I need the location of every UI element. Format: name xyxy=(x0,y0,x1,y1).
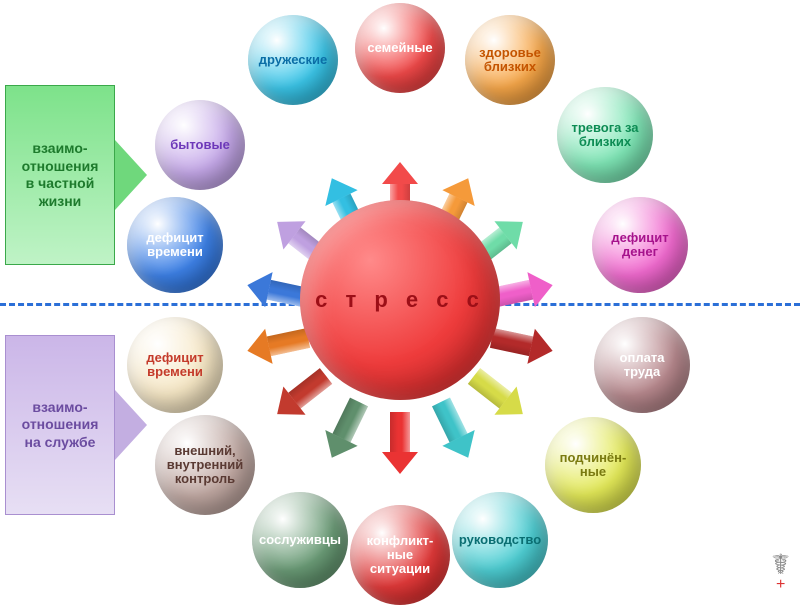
bubble-colleagues: сослуживцы xyxy=(252,492,348,588)
bubble-pay: оплататруда xyxy=(594,317,690,413)
bubble-control: внешний,внутреннийконтроль xyxy=(155,415,255,515)
bubble-label-family: семейные xyxy=(367,41,432,55)
bubble-anxiety: тревога заблизких xyxy=(557,87,653,183)
bubble-label-colleagues: сослуживцы xyxy=(259,533,341,547)
center-bubble: с т р е с с xyxy=(300,200,500,400)
bubble-family: семейные xyxy=(355,3,445,93)
radial-arrow-9 xyxy=(463,362,534,429)
bubble-subord: подчинён-ные xyxy=(545,417,641,513)
bubble-label-time2: дефицитвремени xyxy=(146,351,203,380)
bubble-label-health: здоровьеблизких xyxy=(479,46,541,75)
radial-arrow-8 xyxy=(244,320,312,368)
side-arrow-personal xyxy=(115,140,147,210)
bubble-label-anxiety: тревога заблизких xyxy=(571,121,638,150)
center-label: с т р е с с xyxy=(315,287,485,313)
bubble-label-mgmt: руководство xyxy=(459,533,541,547)
bubble-label-control: внешний,внутреннийконтроль xyxy=(167,444,243,487)
bubble-health: здоровьеблизких xyxy=(465,15,555,105)
radial-arrow-10 xyxy=(266,362,337,429)
bubble-mgmt: руководство xyxy=(452,492,548,588)
corner-logo: ☤+ xyxy=(771,552,790,592)
logo-glyph: ☤ xyxy=(771,552,790,577)
bubble-label-pay: оплататруда xyxy=(620,351,665,380)
radial-arrow-12 xyxy=(315,395,375,467)
bubble-household: бытовые xyxy=(155,100,245,190)
bubble-friends: дружеские xyxy=(248,15,338,105)
bubble-conflicts: конфликт-ныеситуации xyxy=(350,505,450,605)
radial-arrow-11 xyxy=(425,395,485,467)
bubble-money: дефицитденег xyxy=(592,197,688,293)
bubble-label-conflicts: конфликт-ныеситуации xyxy=(367,534,434,577)
bubble-label-household: бытовые xyxy=(170,138,230,152)
radial-arrow-13 xyxy=(382,412,418,474)
bubble-time1: дефицитвремени xyxy=(127,197,223,293)
side-box-work: взаимо-отношенияна службе xyxy=(5,335,115,515)
bubble-label-friends: дружеские xyxy=(259,53,327,67)
bubble-label-time1: дефицитвремени xyxy=(146,231,203,260)
radial-arrow-7 xyxy=(488,320,556,368)
diagram-canvas: взаимо-отношенияв частнойжизни взаимо-отн… xyxy=(0,0,800,600)
side-box-personal: взаимо-отношенияв частнойжизни xyxy=(5,85,115,265)
bubble-time2: дефицитвремени xyxy=(127,317,223,413)
bubble-label-subord: подчинён-ные xyxy=(560,451,627,480)
bubble-label-money: дефицитденег xyxy=(611,231,668,260)
